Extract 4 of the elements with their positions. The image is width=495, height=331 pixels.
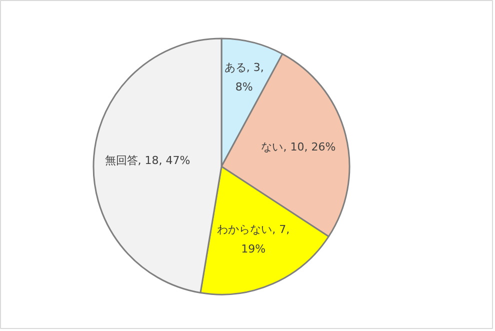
slice-label: ある, 3, 8% — [224, 60, 264, 94]
slice-label: 無回答, 18, 47% — [104, 154, 190, 167]
slice-label: ない, 10, 26% — [261, 140, 336, 154]
slice-label: わからない, 7, 19% — [217, 222, 290, 256]
